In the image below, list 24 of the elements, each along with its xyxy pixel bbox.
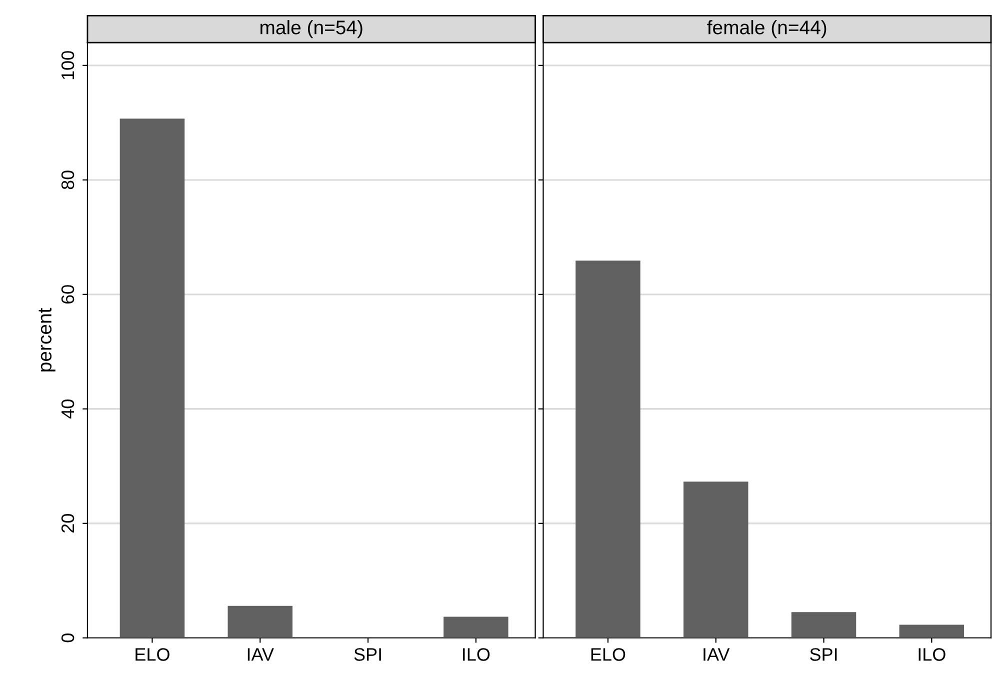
x-tick-label: SPI [354, 648, 381, 661]
x-tick-label: IAV [248, 648, 274, 661]
y-tick-label: 0 [61, 634, 74, 642]
x-tick-label: ILO [918, 648, 946, 661]
x-tick-label: ELO [591, 648, 626, 661]
bar [228, 606, 292, 638]
bar [683, 482, 748, 638]
y-tick-label: 100 [61, 51, 74, 80]
bar [576, 260, 640, 638]
y-tick-label: 40 [61, 400, 74, 419]
bar [791, 612, 856, 638]
y-tick-label: 80 [61, 170, 74, 190]
chart-title: female (n=44) [707, 20, 826, 38]
bar [120, 118, 185, 638]
bar [899, 624, 964, 638]
y-axis-title: percent [38, 308, 56, 372]
chart-title: male (n=54) [260, 20, 362, 38]
x-tick-label: ILO [463, 648, 490, 661]
x-tick-label: ELO [136, 648, 170, 661]
x-tick-label: IAV [704, 648, 730, 661]
x-tick-label: SPI [810, 648, 837, 661]
y-tick-label: 20 [61, 514, 74, 533]
bar [444, 616, 508, 638]
y-tick-label: 60 [61, 285, 74, 304]
